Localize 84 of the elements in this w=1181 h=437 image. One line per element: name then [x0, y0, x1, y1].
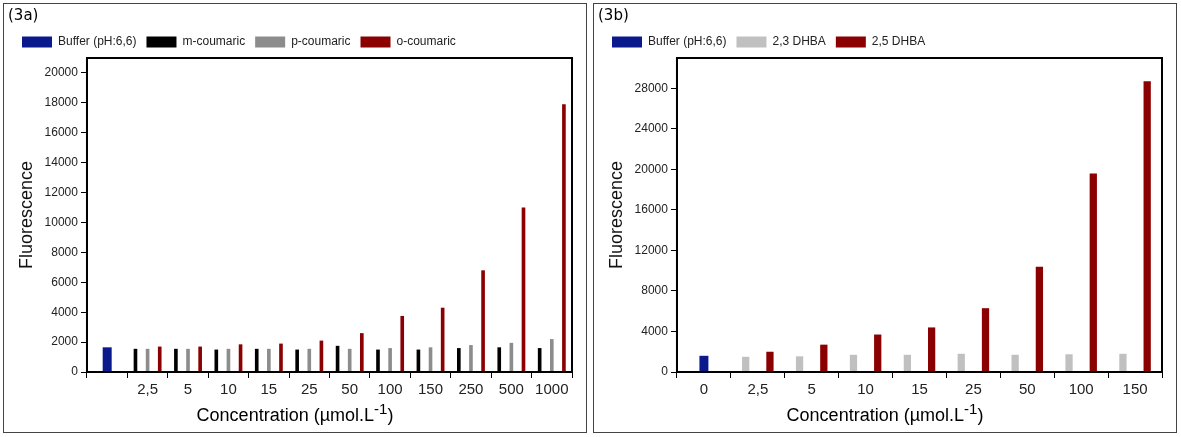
chart-title: (3a) [8, 6, 39, 24]
x-axis-title: Concentration (µmol.L$^{-1}$) [785, 400, 985, 426]
legend-label: m-coumaric [182, 34, 246, 49]
x-tick-label: 10 [220, 380, 237, 398]
y-tick-label: 20000 [44, 65, 79, 80]
bar [981, 308, 990, 372]
y-tick-label: 18000 [44, 95, 79, 110]
y-axis-title: Fluorescence [15, 160, 36, 270]
x-tick-label: 10 [857, 380, 874, 398]
x-tick-label: 0 [699, 380, 709, 398]
y-tick-label: 0 [71, 364, 79, 379]
bar [742, 356, 750, 372]
y-tick-label: 6000 [51, 274, 79, 289]
legend-label: p-coumaric [291, 34, 351, 49]
legend-label: 2,5 DHBA [871, 34, 926, 49]
x-tick-label: 25 [965, 380, 982, 398]
legend-label: Buffer (pH:6,6) [58, 34, 137, 49]
y-axis-title: Fluorescence [605, 160, 626, 270]
bar [549, 339, 554, 372]
y-tick-label: 4000 [51, 304, 79, 319]
x-tick-label: 100 [1068, 380, 1094, 398]
x-tick-label: 5 [183, 380, 193, 398]
y-tick-label: 16000 [44, 125, 79, 140]
x-tick-label: 50 [341, 380, 359, 398]
x-tick-label: 25 [300, 380, 318, 398]
bar [198, 346, 202, 372]
bar [267, 348, 271, 372]
bar [481, 270, 485, 372]
x-tick-label: 2,5 [137, 380, 159, 398]
y-tick-label: 20000 [634, 161, 669, 176]
x-tick-label: 250 [458, 380, 484, 398]
y-tick-label: 4000 [641, 323, 669, 338]
x-axis-title: Concentration (µmol.L$^{-1}$) [195, 400, 395, 426]
x-tick-label: 1000 [535, 380, 569, 398]
bar [347, 348, 352, 372]
y-tick-label: 14000 [44, 154, 79, 169]
y-tick-label: 16000 [634, 202, 669, 217]
bar [766, 351, 774, 372]
bar [1011, 354, 1019, 372]
bar [699, 355, 709, 372]
x-tick-label: 50 [1018, 380, 1036, 398]
bar [157, 346, 162, 372]
x-tick-label: 100 [377, 380, 403, 398]
x-tick-label: 15 [911, 380, 928, 398]
bar [927, 327, 936, 372]
y-tick-label: 0 [661, 364, 669, 379]
bar [279, 343, 283, 372]
y-tick-label: 28000 [634, 80, 669, 95]
bar [400, 315, 405, 372]
bar [957, 353, 965, 372]
y-tick-label: 24000 [634, 121, 669, 136]
y-tick-label: 2000 [51, 334, 79, 349]
bar [1143, 81, 1151, 372]
x-tick-label: 150 [1122, 380, 1148, 398]
bar [849, 354, 858, 372]
bar [102, 347, 112, 372]
bar [1035, 266, 1044, 372]
bar [1089, 173, 1097, 372]
y-tick-label: 12000 [44, 184, 79, 199]
x-tick-label: 5 [807, 380, 816, 398]
bar [562, 104, 566, 372]
x-tick-label: 2,5 [747, 380, 769, 398]
y-tick-label: 8000 [641, 283, 669, 298]
bar [186, 348, 190, 372]
bar [307, 348, 312, 372]
bar [820, 344, 828, 372]
y-tick-label: 12000 [634, 242, 669, 257]
bar [903, 354, 911, 372]
y-tick-label: 8000 [51, 244, 79, 259]
x-tick-label: 500 [498, 380, 524, 398]
bar [1065, 354, 1073, 372]
legend-label: 2,3 DHBA [772, 34, 826, 49]
bar [388, 348, 392, 372]
x-tick-label: 15 [260, 380, 278, 398]
y-tick-label: 10000 [44, 214, 79, 229]
legend-label: o-coumaric [396, 34, 456, 49]
legend-label: Buffer (pH:6,6) [648, 34, 727, 49]
x-tick-label: 150 [418, 380, 444, 398]
chart-title: (3b) [598, 6, 629, 24]
bar [795, 356, 804, 372]
bar [1119, 353, 1127, 372]
bar [469, 345, 473, 372]
bar [360, 333, 364, 372]
bar [874, 334, 882, 372]
